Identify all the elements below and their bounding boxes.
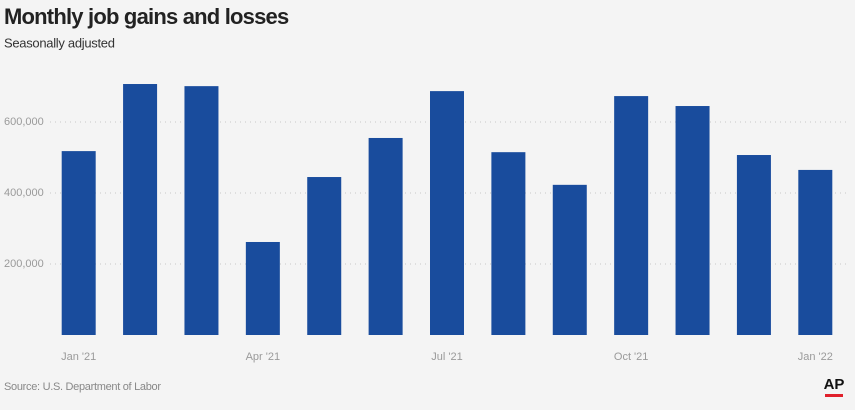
bar — [491, 152, 526, 335]
x-tick-label: Oct '21 — [614, 351, 649, 363]
bar — [430, 91, 464, 336]
logo: AP — [824, 376, 845, 393]
x-tick-label: Jul '21 — [431, 351, 462, 363]
bar — [61, 151, 96, 335]
y-tick-label: 200,000 — [4, 258, 44, 270]
chart-title: Monthly job gains and losses — [4, 4, 289, 29]
chart-subtitle: Seasonally adjusted — [4, 35, 115, 50]
logo-underline — [825, 394, 843, 397]
bar — [552, 184, 587, 335]
x-tick-label: Jan '21 — [61, 351, 96, 363]
source: Source: U.S. Department of Labor — [4, 381, 161, 393]
bar — [245, 241, 280, 335]
bar — [184, 86, 219, 336]
bar — [736, 155, 771, 335]
bar — [798, 169, 833, 335]
bar — [368, 137, 403, 335]
bar — [675, 106, 710, 336]
x-tick-label: Apr '21 — [246, 351, 281, 363]
bar — [307, 177, 342, 335]
bar — [123, 84, 158, 335]
x-tick-label: Jan '22 — [798, 351, 833, 363]
bar — [614, 96, 649, 336]
y-tick-label: 400,000 — [4, 187, 44, 199]
y-tick-label: 600,000 — [4, 116, 44, 128]
